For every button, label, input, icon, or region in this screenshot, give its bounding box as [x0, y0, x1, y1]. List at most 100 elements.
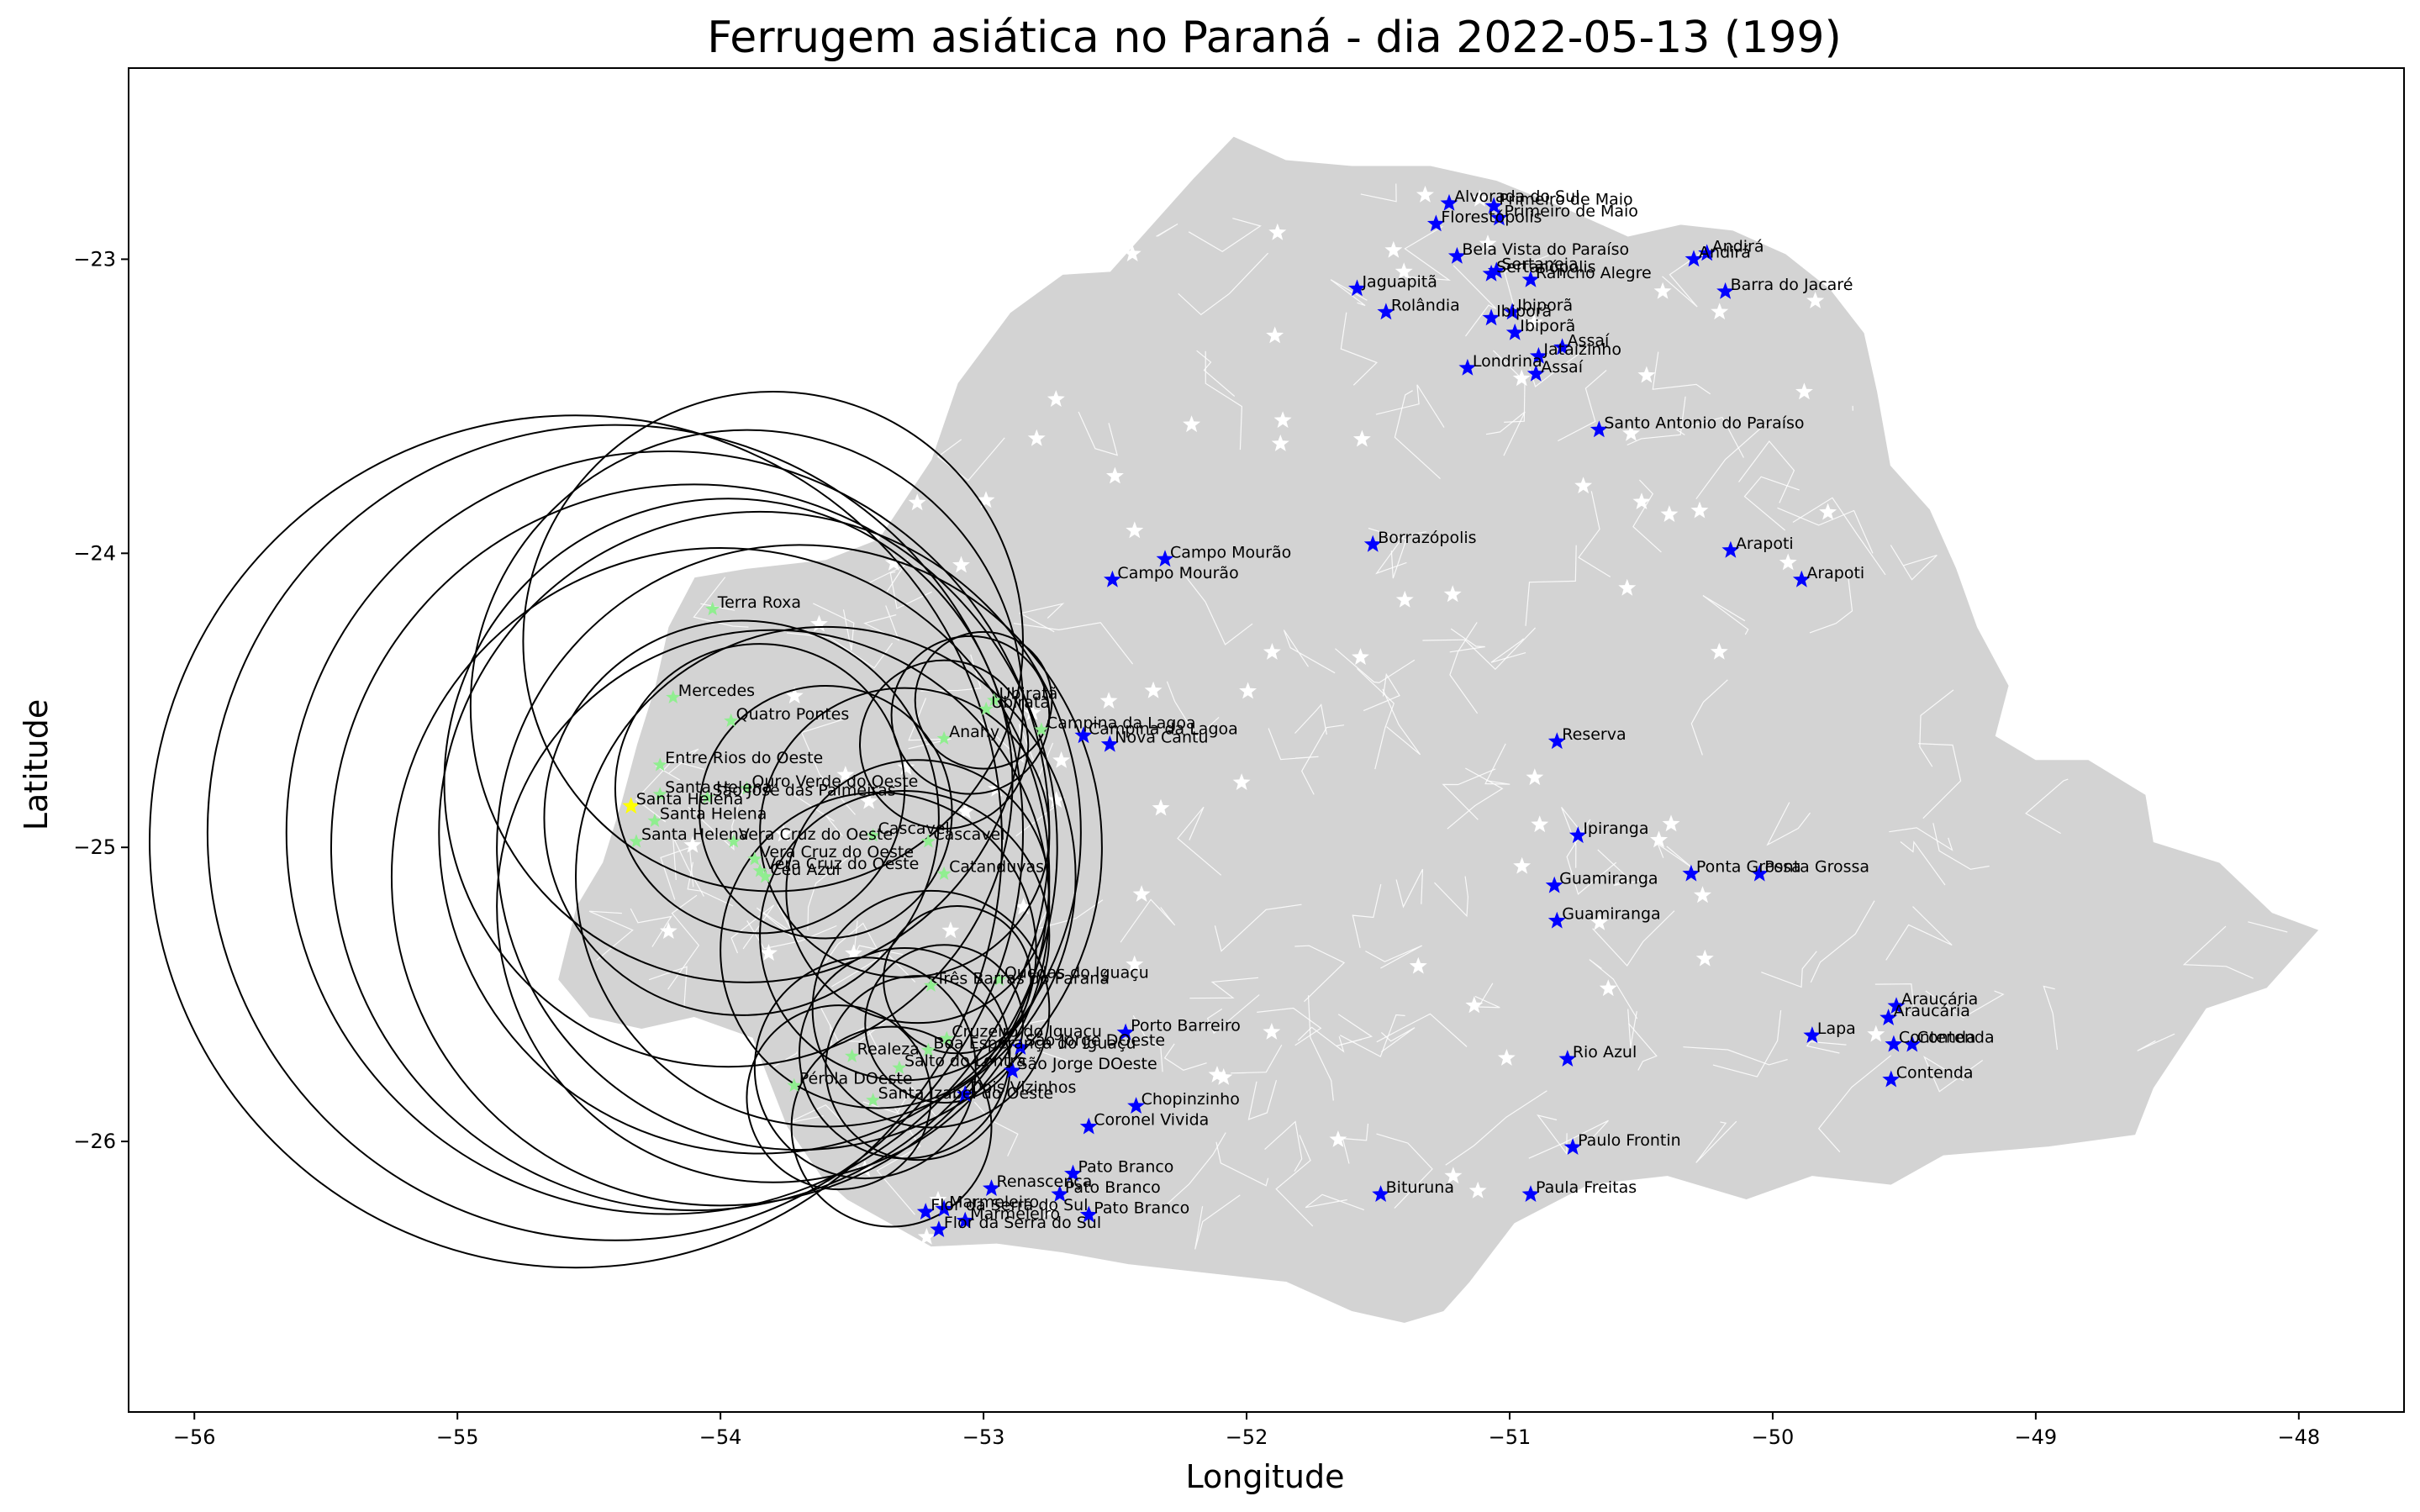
municipal-border — [1264, 1120, 1303, 1172]
blue-station-marker — [1074, 726, 1093, 744]
station-label: Araucária — [1901, 990, 1978, 1009]
x-axis-ticks: −56 −55 −54 −53 −52 −51 −50 −49 −48 — [173, 1412, 2320, 1449]
white-star-marker — [1132, 885, 1151, 902]
municipal-border — [1695, 1120, 1737, 1163]
influence-circle — [699, 685, 953, 940]
station-label: Vera Cruz do Oeste — [765, 855, 919, 873]
influence-circle — [858, 659, 1030, 830]
municipal-border — [687, 861, 734, 907]
municipal-border — [1806, 1040, 1847, 1054]
municipal-border — [1036, 898, 1104, 930]
municipal-border — [1365, 945, 1422, 969]
white-star-marker — [1395, 590, 1414, 608]
blue-station-marker — [1521, 1185, 1540, 1202]
white-star-marker — [1015, 898, 1032, 915]
station-label: São José das Palmeiras — [712, 782, 895, 800]
municipal-border — [1712, 1010, 1782, 1077]
municipal-border — [1474, 983, 1500, 1009]
x-tick-label: −55 — [436, 1425, 479, 1449]
white-star-marker — [1574, 477, 1593, 494]
green-station-marker — [726, 834, 741, 848]
white-star-marker — [1650, 830, 1668, 848]
blue-station-marker — [1803, 1026, 1822, 1043]
station-label: Andirá — [1699, 243, 1751, 261]
white-star-marker — [1268, 223, 1287, 240]
blue-station-marker — [1484, 197, 1503, 214]
white-star-marker — [1590, 913, 1609, 930]
station-label: Céu Azul — [770, 861, 840, 879]
white-star-marker — [1806, 292, 1825, 308]
white-star-marker — [1795, 382, 1813, 400]
white-star-marker — [1384, 240, 1403, 258]
municipal-border — [1394, 390, 1441, 480]
white-star-marker — [1215, 1068, 1233, 1085]
municipal-border — [1597, 849, 1651, 886]
influence-circle — [330, 483, 1058, 1212]
municipal-border — [1188, 218, 1262, 253]
station-label: Pato Branco — [1094, 1199, 1189, 1218]
y-axis-ticks: −23 −24 −25 −26 — [73, 247, 129, 1153]
white-star-marker — [1232, 773, 1251, 790]
green-station-marker — [705, 601, 720, 616]
municipal-border — [1809, 568, 1853, 634]
municipal-border — [1743, 476, 1800, 531]
blue-station-marker — [1503, 303, 1521, 320]
blue-station-marker — [1882, 1070, 1901, 1088]
municipal-border — [1683, 1046, 1788, 1066]
green-station-marker — [699, 789, 714, 803]
x-tick-label: −48 — [2277, 1425, 2320, 1449]
blue-station-marker — [1521, 270, 1540, 287]
municipal-border — [1163, 1043, 1207, 1071]
municipal-border — [1356, 668, 1395, 770]
y-tick-label: −24 — [73, 541, 116, 565]
y-tick-label: −23 — [73, 247, 116, 271]
white-star-marker — [860, 792, 878, 809]
influence-circle — [790, 1025, 993, 1228]
station-label: Paulo Frontin — [1578, 1131, 1681, 1150]
white-star-marker — [1047, 791, 1066, 809]
municipal-border — [1484, 743, 1511, 785]
blue-station-marker — [1505, 323, 1524, 340]
municipal-border — [1627, 1009, 1637, 1049]
station-label: São Jorge DOeste — [1025, 1031, 1165, 1050]
municipal-border — [1132, 1015, 1163, 1072]
green-station-marker — [739, 781, 754, 795]
municipal-border — [672, 836, 704, 897]
blue-station-marker — [1682, 864, 1700, 882]
municipal-border — [807, 848, 860, 930]
municipal-border — [1340, 312, 1378, 386]
station-label: Jaguapitã — [1361, 272, 1437, 291]
municipal-border — [1120, 898, 1176, 943]
station-label: Araucária — [1894, 1002, 1970, 1020]
municipal-border — [1177, 806, 1222, 876]
municipal-border — [1375, 384, 1445, 428]
white-star-marker — [1144, 681, 1163, 698]
municipal-border — [1156, 1132, 1226, 1214]
municipal-border — [1330, 279, 1368, 307]
blue-station-marker — [1458, 358, 1477, 376]
station-label: Pérola DOeste — [799, 1070, 913, 1088]
influence-circle — [914, 630, 1053, 770]
municipal-border — [746, 920, 837, 950]
municipal-border — [2025, 778, 2069, 835]
municipal-border — [2043, 985, 2059, 1050]
white-star-marker — [1027, 429, 1046, 446]
municipal-borders — [588, 183, 2288, 1250]
municipal-border — [2182, 925, 2254, 979]
station-label: Ubiratã — [991, 693, 1050, 712]
municipal-border — [889, 571, 932, 609]
station-label: Santa Helena — [660, 805, 767, 824]
influence-circle — [496, 544, 1103, 1151]
municipal-border — [660, 846, 694, 900]
station-label: Cruzeiro do Iguaçu — [952, 1023, 1102, 1041]
station-label: Primeiro de Maio — [1504, 202, 1637, 220]
white-star-marker — [1513, 856, 1532, 874]
municipal-border — [635, 760, 704, 823]
municipal-border — [1695, 424, 1768, 500]
green-station-marker — [787, 1077, 802, 1092]
station-label: Borrazópolis — [1378, 529, 1476, 547]
green-station-marker — [647, 813, 662, 827]
blue-station-marker — [956, 1211, 974, 1229]
municipal-border — [588, 910, 634, 961]
influence-circle — [543, 619, 940, 1016]
